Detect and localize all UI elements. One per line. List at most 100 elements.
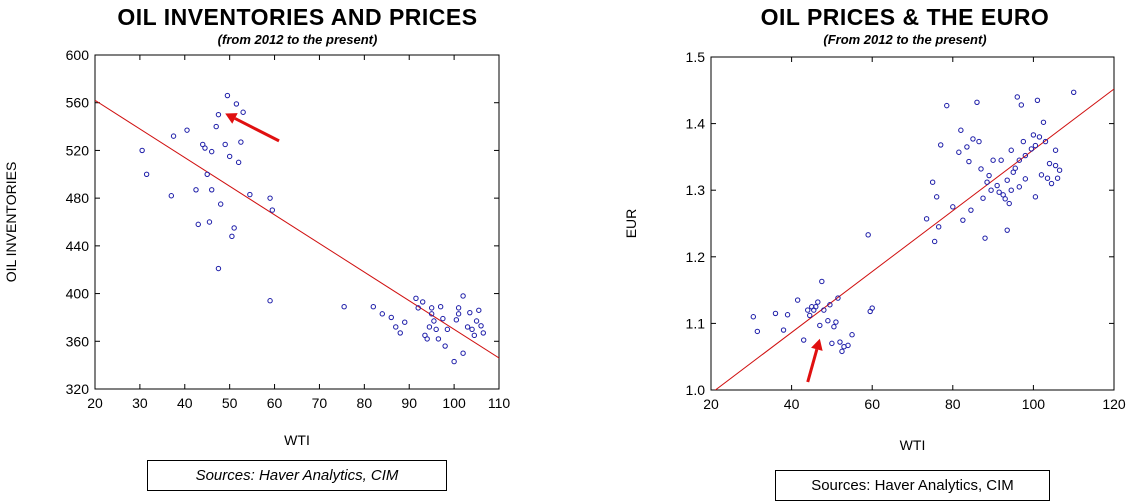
chart1-scatter-point (460, 350, 466, 356)
chart1-scatter-point (139, 147, 145, 154)
chart2-scatter-point (754, 328, 761, 335)
chart2-scatter-point (1036, 134, 1043, 140)
chart2-scatter-point (982, 235, 988, 241)
chart1-scatter-point (469, 326, 475, 333)
chart2-x-tick-label: 40 (784, 396, 800, 412)
chart1-scatter-point (476, 307, 482, 313)
chart2-scatter-point (1020, 138, 1027, 145)
chart1-scatter-point (215, 265, 222, 272)
chart1-scatter-point (442, 343, 448, 349)
chart2-scatter-point (750, 314, 757, 320)
chart1-y-tick-label: 480 (66, 190, 90, 206)
chart2-scatter-point (817, 322, 823, 329)
chart1-annotation-arrow-shaft (234, 117, 280, 143)
chart2-scatter-point (837, 339, 843, 345)
chart2-y-tick-label: 1.5 (686, 49, 706, 65)
chart2-x-tick-label: 120 (1102, 396, 1126, 412)
chart2-scatter-point (1002, 196, 1008, 202)
chart2-scatter-point (1032, 142, 1039, 149)
chart2-scatter-point (1046, 160, 1053, 167)
chart1-scatter-point (467, 309, 473, 316)
chart1-scatter-point (267, 298, 273, 304)
chart1-annotation-arrow-head (225, 113, 238, 124)
chart2-x-tick-label: 100 (1022, 396, 1046, 412)
chart2-scatter-point (978, 166, 984, 172)
chart1-scatter-point (238, 139, 244, 145)
chart2-scatter-point (998, 157, 1004, 163)
chart2-scatter-point (1040, 119, 1047, 125)
chart1-y-tick-label: 440 (66, 238, 90, 254)
chart1-scatter-point (480, 330, 486, 336)
chart1-scatter-point (226, 153, 233, 160)
chart2-title: OIL PRICES & THE EURO (760, 4, 1050, 30)
chart1-scatter-point (455, 311, 462, 317)
chart1-scatter-point (402, 319, 408, 325)
chart1-plot-frame (94, 54, 500, 390)
chart2-scatter-point (833, 319, 839, 325)
chart1-y-tick-label: 560 (66, 95, 90, 111)
chart1-scatter-point (455, 305, 462, 311)
chart2-source-box: Sources: Haver Analytics, CIM (775, 470, 1050, 501)
chart2-scatter-point (1018, 102, 1025, 108)
chart2-scatter-point (966, 158, 972, 165)
chart2-scatter-point (1008, 187, 1014, 193)
chart1-scatter-point (460, 293, 466, 299)
chart1-scatter-point (229, 233, 235, 240)
chart2-scatter-point (1071, 89, 1077, 95)
chart2-scatter-point (784, 312, 791, 318)
chart2-scatter-point (815, 299, 821, 305)
chart2-scatter-point (1030, 132, 1037, 138)
chart1-scatter-point (267, 195, 273, 201)
chart1-scatter-point (247, 191, 253, 198)
chart1-scatter-point (269, 207, 276, 213)
chart2-scatter-point (825, 318, 831, 324)
chart1-source-text: Sources: Haver Analytics, CIM (195, 467, 399, 484)
chart1-x-tick-label: 30 (132, 395, 148, 411)
chart2-scatter-point (831, 324, 837, 330)
chart2-scatter-point (1048, 180, 1055, 187)
chart2-scatter-point (984, 179, 990, 185)
chart2-scatter-point (1052, 147, 1059, 153)
chart1-scatter-point (464, 324, 471, 330)
chart1-y-tick-label: 320 (66, 381, 90, 397)
chart2-scatter-point (1022, 152, 1029, 159)
chart1-x-axis-label: WTI (284, 432, 310, 448)
chart1-x-tick-label: 50 (222, 395, 238, 411)
chart2-y-tick-label: 1.0 (686, 382, 706, 398)
chart2-scatter-point (980, 195, 986, 201)
chart2-scatter-point (821, 307, 827, 313)
chart2-scatter-point (974, 99, 980, 105)
chart2-source-text: Sources: Haver Analytics, CIM (811, 477, 1014, 494)
chart1-x-tick-label: 40 (177, 395, 193, 411)
chart2-annotation-arrow-head (811, 338, 823, 351)
chart2-subtitle: (From 2012 to the present) (823, 32, 987, 47)
chart2-scatter-point (1008, 147, 1014, 153)
chart2-scatter-point (1034, 97, 1041, 103)
chart2-scatter-point (1004, 177, 1010, 183)
chart1-x-tick-label: 70 (312, 395, 328, 411)
chart2-scatter-point (1006, 200, 1012, 207)
chart2-scatter-point (1016, 184, 1022, 190)
chart1-y-tick-label: 600 (66, 47, 90, 63)
chart1-source-box: Sources: Haver Analytics, CIM (147, 460, 447, 491)
chart2-x-axis-label: WTI (900, 437, 926, 453)
chart2-scatter-point (958, 127, 964, 133)
chart2-scatter-point (938, 142, 944, 148)
chart1-x-tick-label: 110 (488, 395, 511, 411)
chart1-scatter-point (195, 221, 201, 228)
chart1-scatter-point (209, 148, 215, 155)
chart2-scatter-point (1054, 175, 1061, 181)
chart2-scatter-point (1004, 227, 1010, 233)
chart1-scatter-point (435, 336, 442, 342)
chart1-scatter-point (143, 171, 150, 177)
chart2-scatter-point (1044, 175, 1051, 181)
chart2-scatter-point (994, 182, 1000, 189)
chart1-scatter-point (202, 145, 208, 151)
chart1-scatter-point (204, 171, 210, 177)
chart1-regression-line (95, 99, 499, 359)
chart2-scatter-point (933, 194, 940, 200)
chart2-plot-frame (710, 56, 1115, 391)
chart2-scatter-point (931, 238, 938, 245)
chart2-scatter-point (849, 332, 855, 338)
chart2-scatter-point (950, 204, 956, 210)
